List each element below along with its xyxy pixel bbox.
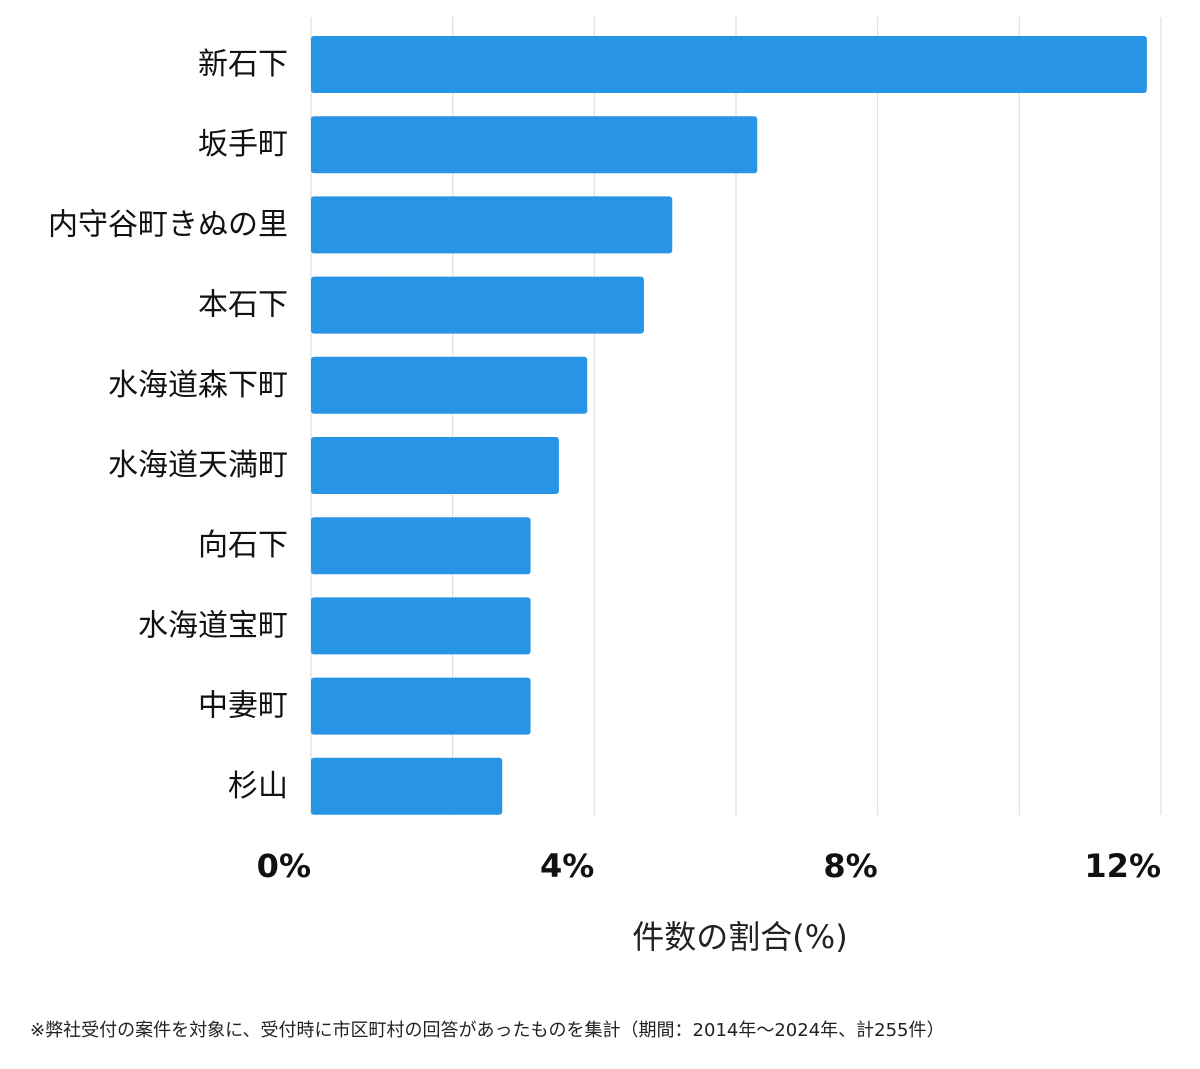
category-label: 坂手町 [198,127,288,162]
x-tick-labels: 0% 4% 8% 12% [257,847,1161,885]
category-label: 本石下 [198,288,288,323]
category-label: 新石下 [198,47,288,82]
bar [311,597,531,655]
bar [311,517,531,575]
bar [311,276,644,334]
category-label: 水海道宝町 [138,608,288,643]
x-tick-label: 4% [540,847,594,885]
bar [311,196,673,254]
bars [311,36,1147,815]
bar-chart: 新石下坂手町内守谷町きぬの里本石下水海道森下町水海道天満町向石下水海道宝町中妻町… [48,17,1162,885]
x-tick-label: 8% [823,847,877,885]
category-label: 内守谷町きぬの里 [48,207,288,242]
category-labels: 新石下坂手町内守谷町きぬの里本石下水海道森下町水海道天満町向石下水海道宝町中妻町… [48,47,288,804]
bar [311,116,758,174]
x-tick-label: 12% [1084,847,1161,885]
bar [311,677,531,735]
category-label: 中妻町 [198,689,288,724]
bar [311,36,1147,93]
category-label: 向石下 [198,528,288,563]
footnote: ※弊社受付の案件を対象に、受付時に市区町村の回答があったものを集計（期間：201… [30,1020,945,1041]
bar [311,757,503,815]
category-label: 水海道天満町 [108,448,288,483]
category-label: 杉山 [228,769,288,804]
x-tick-label: 0% [257,847,311,885]
x-axis-title: 件数の割合(%) [632,918,848,956]
category-label: 水海道森下町 [108,368,288,403]
bar [311,356,588,414]
bar [311,437,559,494]
